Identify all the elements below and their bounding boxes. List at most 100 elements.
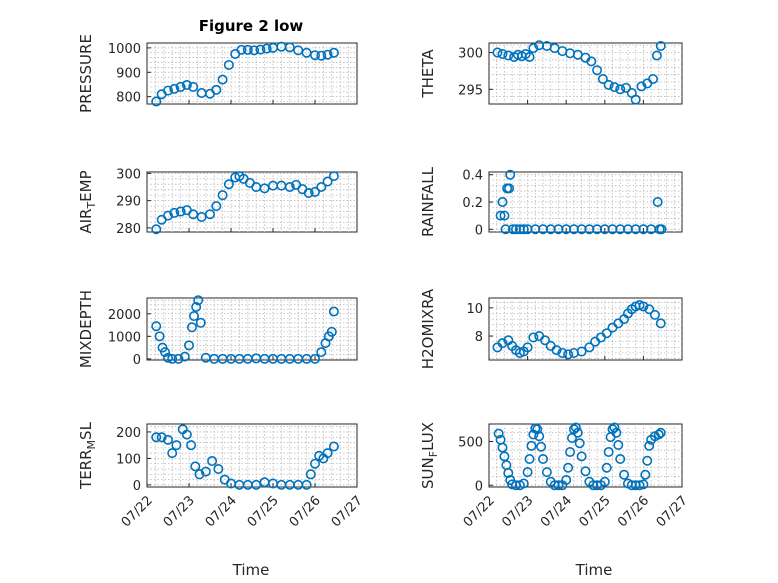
y-tick-label: 10	[466, 302, 483, 317]
data-point	[592, 65, 603, 76]
data-point	[175, 206, 186, 217]
data-point	[171, 440, 182, 451]
data-point	[181, 79, 192, 90]
y-tick-label: 8	[475, 330, 483, 345]
data-point	[196, 212, 207, 223]
data-point	[255, 44, 266, 55]
data-point	[151, 432, 162, 443]
plot-area	[146, 42, 358, 105]
data-point	[534, 431, 545, 442]
y-axis-label: PRESSURE	[77, 34, 95, 113]
data-point	[328, 171, 339, 182]
data-point	[207, 456, 218, 467]
data-point	[495, 210, 506, 221]
data-point	[492, 47, 503, 58]
data-point	[190, 461, 201, 472]
data-point	[526, 440, 537, 451]
y-tick-label: 900	[116, 66, 141, 81]
x-axis-label-right: Time	[575, 561, 613, 579]
data-point	[217, 74, 228, 85]
data-point	[305, 469, 316, 480]
y-axis-label: SUNFLUX	[419, 422, 440, 489]
y-axis-label: MIXDEPTH	[77, 290, 95, 368]
data-point	[195, 317, 206, 328]
data-point	[656, 224, 667, 235]
x-tick-label: 07/26	[287, 493, 324, 530]
y-tick-label: 0	[475, 479, 483, 494]
data-point	[538, 453, 549, 464]
subplot-sun: 0 500 07/22 07/23 07/24 07/25 07/26 07/27 SUNFLU…	[419, 422, 691, 530]
data-point	[191, 302, 202, 313]
subplot-h2omixra: 8 10 H2OMIXRA	[419, 288, 683, 369]
data-point	[186, 322, 197, 333]
data-point	[497, 197, 508, 208]
data-point	[557, 347, 568, 358]
data-point	[651, 50, 662, 61]
figure-title: Figure 2 low	[199, 17, 304, 35]
y-tick-label: 100	[116, 452, 141, 467]
data-point	[316, 347, 327, 358]
data-point	[563, 462, 574, 473]
data-point	[326, 326, 337, 337]
x-tick-label: 07/22	[119, 493, 156, 530]
data-point	[163, 210, 174, 221]
data-point	[163, 85, 174, 96]
plot-area	[488, 42, 683, 105]
data-point	[213, 463, 224, 474]
subplot-theta: 295 300 THETA	[419, 40, 683, 105]
data-point	[179, 351, 190, 362]
data-point	[522, 467, 533, 478]
y-tick-label: 300	[116, 167, 141, 182]
data-point	[505, 169, 516, 180]
data-point	[541, 467, 552, 478]
data-point	[580, 466, 591, 477]
y-tick-label: 300	[458, 47, 483, 62]
data-point	[532, 424, 543, 435]
data-point	[151, 224, 162, 235]
y-tick-label: 500	[458, 436, 483, 451]
data-point	[599, 476, 610, 487]
data-point	[284, 42, 295, 53]
data-point	[565, 446, 576, 457]
subplot-rainfall: 0 0.2 0.4 RAINFALL	[419, 166, 683, 238]
x-tick-label: 07/24	[538, 493, 575, 530]
data-point	[655, 40, 666, 51]
data-point	[576, 451, 587, 462]
data-point	[597, 74, 608, 85]
y-tick-label: 0.4	[462, 169, 483, 184]
data-point	[186, 440, 197, 451]
y-tick-label: 0	[133, 479, 141, 494]
data-point	[644, 440, 655, 451]
data-point	[200, 466, 211, 477]
data-point	[188, 209, 199, 220]
data-point	[160, 347, 171, 358]
data-point	[211, 201, 222, 212]
data-point	[316, 182, 327, 193]
data-point	[522, 342, 533, 353]
x-axis-label-left: Time	[232, 561, 270, 579]
data-point	[524, 453, 535, 464]
data-point	[551, 345, 562, 356]
y-tick-label: 1000	[108, 42, 141, 57]
data-point	[648, 74, 659, 85]
data-point	[328, 306, 339, 317]
data-point	[611, 427, 622, 438]
data-point	[586, 56, 597, 67]
data-point	[309, 458, 320, 469]
data-point	[528, 43, 539, 54]
y-axis-label: RAINFALL	[419, 166, 437, 237]
data-point	[601, 328, 612, 339]
data-point	[236, 44, 247, 55]
y-axis-label: H2OMIXRA	[419, 288, 437, 369]
data-point	[570, 422, 581, 433]
data-point	[173, 353, 184, 364]
data-point	[634, 480, 645, 491]
y-tick-label: 1000	[108, 330, 141, 345]
x-tick-label: 07/25	[577, 493, 614, 530]
data-point	[259, 183, 270, 194]
data-point	[188, 81, 199, 92]
data-point	[497, 49, 508, 60]
y-tick-label: 0	[475, 223, 483, 238]
